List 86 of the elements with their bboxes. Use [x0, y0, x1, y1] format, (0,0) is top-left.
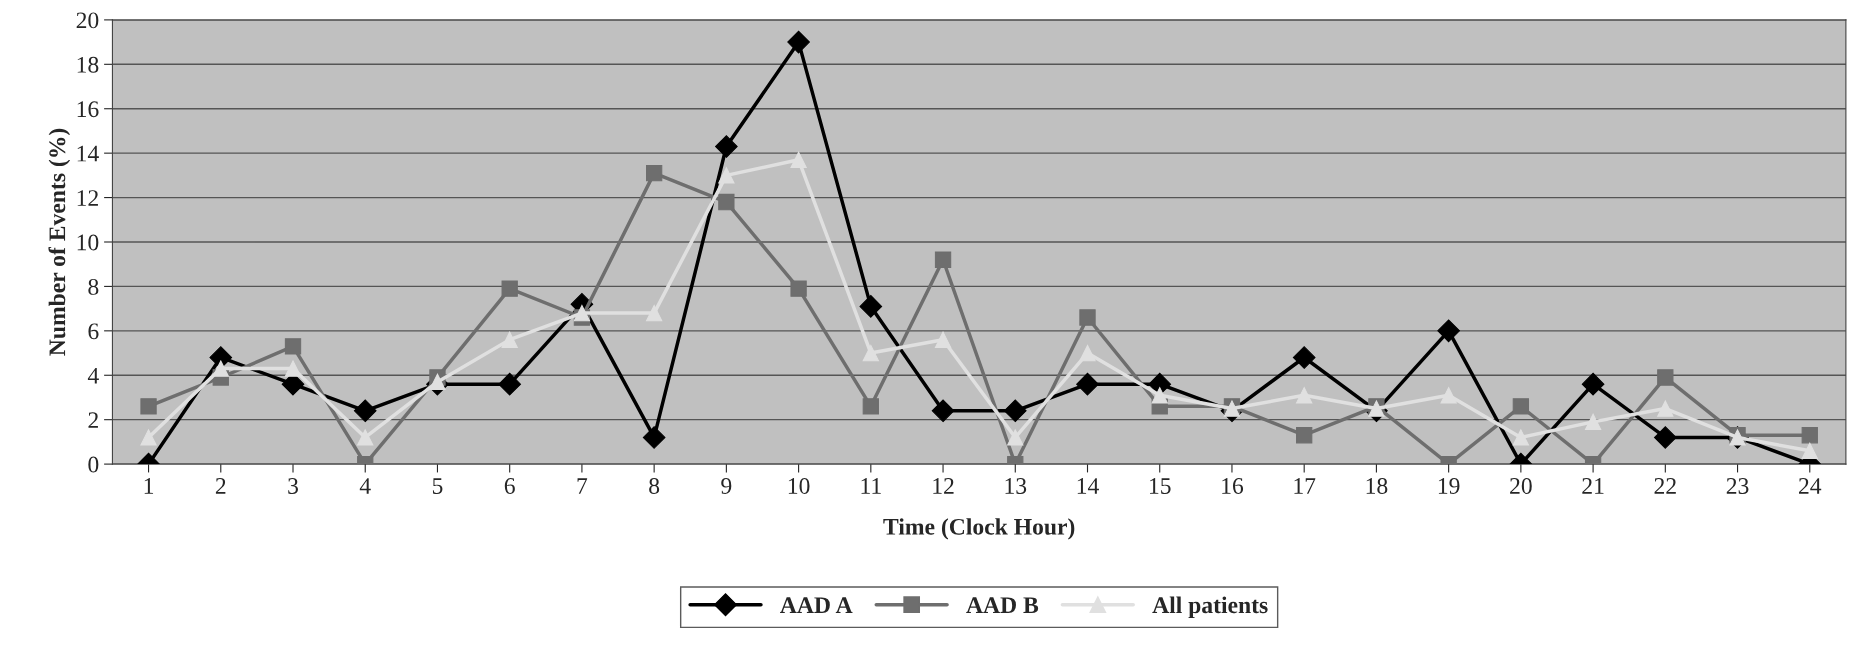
x-tick-label: 24 — [1799, 478, 1822, 494]
point — [429, 373, 446, 391]
point — [1801, 427, 1818, 444]
y-tick-label: 18 — [77, 56, 99, 73]
x-tick-label: 8 — [649, 477, 660, 494]
point — [790, 151, 807, 168]
point — [140, 429, 157, 446]
x-tick-label: 9 — [721, 478, 732, 494]
x-tick-label: 11 — [861, 478, 881, 494]
y-tick-label: 2 — [88, 412, 98, 428]
point — [1657, 369, 1674, 386]
y-tick-label: 14 — [77, 145, 99, 162]
x-tick-label: 21 — [1582, 478, 1604, 494]
point — [357, 429, 374, 446]
point — [934, 331, 952, 348]
point — [1654, 426, 1677, 449]
point — [1584, 413, 1602, 431]
point — [1007, 429, 1024, 446]
x-tick-label: 18 — [1366, 477, 1388, 494]
y-axis-title: Number of Events (%) — [48, 128, 71, 356]
point — [645, 164, 663, 182]
point — [718, 167, 735, 184]
x-tick-label: 4 — [359, 478, 371, 494]
x-tick-label: 20 — [1510, 477, 1532, 494]
point — [787, 30, 810, 54]
point — [862, 398, 879, 415]
point — [1151, 387, 1168, 404]
x-tick-label: 14 — [1077, 478, 1099, 494]
y-tick-label: 4 — [87, 367, 99, 384]
point — [212, 360, 229, 377]
point — [1079, 309, 1096, 326]
y-tick-label: 12 — [77, 190, 98, 206]
point — [1296, 387, 1313, 404]
point — [1512, 398, 1530, 415]
point — [284, 338, 302, 355]
x-tick-label: 7 — [577, 478, 588, 494]
x-tick-label: 5 — [432, 478, 443, 494]
x-tick-label: 23 — [1726, 478, 1749, 494]
x-tick-label: 15 — [1150, 478, 1171, 494]
y-tick-label: 10 — [77, 234, 99, 251]
x-tick-label: 13 — [1005, 478, 1027, 494]
y-tick-label: 0 — [88, 456, 99, 473]
legend-label: AAD B — [966, 597, 1039, 613]
y-tick-label: 16 — [77, 101, 99, 118]
x-tick-label: 2 — [215, 478, 226, 494]
point — [1076, 372, 1099, 396]
point — [140, 398, 157, 415]
point — [498, 372, 522, 396]
point — [645, 304, 663, 322]
x-tick-label: 10 — [788, 477, 810, 494]
legend-label: All patients — [1152, 596, 1268, 618]
point — [1512, 429, 1530, 446]
point — [1437, 319, 1460, 343]
point — [934, 251, 952, 268]
point — [1801, 442, 1818, 459]
y-tick-label: 8 — [88, 278, 99, 295]
point — [1296, 427, 1313, 444]
point — [573, 304, 591, 322]
point — [931, 399, 955, 423]
x-axis-title: Time (Clock Hour) — [883, 518, 1075, 540]
point — [1581, 372, 1605, 396]
y-tick-label: 20 — [76, 12, 99, 29]
point — [1440, 387, 1457, 404]
x-tick-label: 3 — [288, 478, 298, 494]
point — [642, 426, 666, 449]
point — [1003, 399, 1027, 423]
point — [718, 193, 735, 211]
point — [715, 135, 738, 158]
point — [501, 331, 518, 348]
x-tick-label: 1 — [144, 478, 154, 494]
x-tick-label: 19 — [1438, 478, 1460, 494]
x-tick-label: 17 — [1294, 478, 1316, 494]
point — [501, 280, 518, 297]
x-tick-label: 6 — [504, 478, 515, 494]
x-tick-label: 16 — [1222, 478, 1244, 494]
legend-label: AAD A — [780, 597, 853, 613]
point — [353, 399, 377, 423]
point — [862, 344, 879, 362]
point — [1079, 344, 1096, 362]
point — [1292, 346, 1316, 369]
point — [1657, 400, 1674, 417]
x-tick-label: 22 — [1654, 478, 1676, 494]
x-tick-label: 12 — [933, 478, 954, 494]
y-tick-label: 6 — [88, 323, 99, 340]
point — [790, 280, 807, 297]
point — [859, 295, 883, 318]
